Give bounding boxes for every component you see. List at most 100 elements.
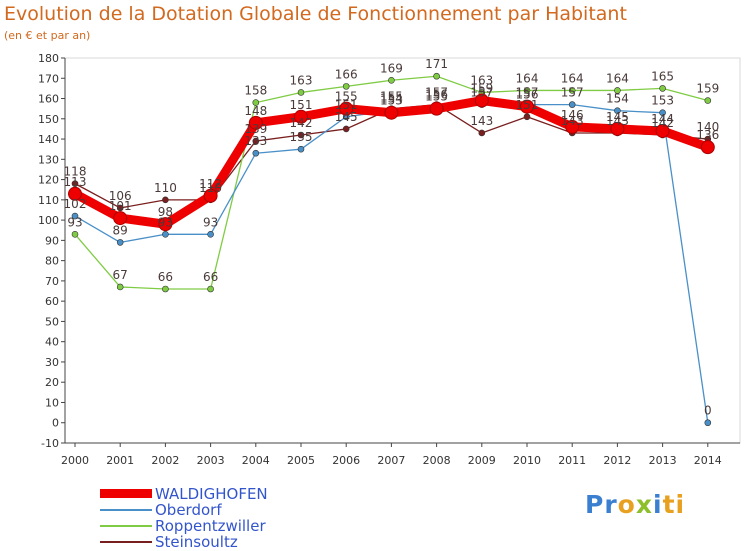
data-label: 93 — [67, 215, 82, 229]
legend: WALDIGHOFEN Oberdorf Roppentzwiller Stei… — [100, 485, 360, 551]
data-label: 156 — [425, 88, 448, 102]
y-tick-label: 130 — [38, 153, 59, 166]
y-tick-label: 110 — [38, 194, 59, 207]
data-label: 98 — [158, 205, 173, 219]
data-label: 151 — [516, 98, 539, 112]
x-tick-label: 2005 — [287, 454, 315, 467]
data-point — [478, 129, 486, 137]
legend-swatch — [100, 525, 152, 527]
data-point — [342, 83, 350, 90]
data-label: 139 — [244, 122, 267, 136]
data-label: 154 — [606, 92, 629, 106]
data-point — [71, 230, 79, 238]
data-point — [523, 113, 531, 121]
data-point — [610, 121, 625, 136]
data-label: 112 — [199, 177, 222, 191]
legend-item-steinsoultz[interactable]: Steinsoultz — [100, 533, 360, 551]
y-tick-label: 30 — [45, 356, 59, 369]
data-point — [339, 101, 354, 116]
data-label: 151 — [335, 98, 358, 112]
legend-label: Oberdorf — [155, 501, 222, 519]
data-point — [342, 125, 350, 133]
data-point — [429, 101, 444, 116]
data-label: 164 — [516, 71, 539, 85]
data-label: 145 — [335, 110, 358, 124]
data-point — [294, 109, 308, 124]
x-tick-label: 2012 — [603, 454, 631, 467]
data-label: 0 — [704, 404, 712, 418]
data-point — [659, 109, 666, 117]
legend-item-waldighofen[interactable]: WALDIGHOFEN — [100, 485, 360, 503]
x-tick-label: 2006 — [332, 454, 360, 467]
data-point — [297, 131, 305, 139]
data-point — [71, 212, 79, 220]
series-line-oberdorf — [74, 103, 709, 423]
data-label: 143 — [561, 114, 584, 128]
data-label: 169 — [380, 61, 403, 75]
y-tick-label: 50 — [45, 315, 59, 328]
data-label: 165 — [651, 69, 674, 83]
y-tick-label: 0 — [52, 417, 59, 430]
data-label: 164 — [561, 71, 584, 85]
data-label: 153 — [380, 94, 403, 108]
y-tick-label: 170 — [38, 72, 59, 85]
x-tick-label: 2011 — [558, 454, 586, 467]
x-tick-label: 2014 — [694, 454, 722, 467]
data-point — [158, 217, 173, 232]
data-point — [113, 211, 128, 226]
data-label: 159 — [696, 82, 719, 96]
data-label: 155 — [380, 90, 403, 104]
data-label: 89 — [113, 223, 128, 237]
y-tick-label: 70 — [45, 275, 59, 288]
legend-swatch — [100, 489, 152, 498]
data-label: 148 — [244, 104, 267, 118]
x-tick-label: 2003 — [197, 454, 225, 467]
data-label: 66 — [203, 270, 218, 284]
data-point — [388, 76, 395, 84]
y-tick-label: 20 — [45, 376, 59, 389]
data-label: 93 — [158, 215, 173, 229]
data-label: 166 — [335, 67, 358, 81]
data-label: 140 — [696, 120, 719, 134]
data-point — [614, 87, 621, 94]
data-point — [433, 72, 440, 80]
data-label: 136 — [696, 128, 719, 142]
chart-title: Evolution de la Dotation Globale de Fonc… — [4, 3, 627, 25]
data-point — [162, 285, 169, 293]
y-tick-label: 120 — [38, 174, 59, 187]
x-tick-label: 2002 — [151, 454, 179, 467]
data-label: 142 — [290, 116, 313, 130]
x-tick-label: 2007 — [377, 454, 405, 467]
legend-item-oberdorf[interactable]: Oberdorf — [100, 501, 360, 519]
x-tick-label: 2010 — [513, 454, 541, 467]
data-label: 159 — [470, 82, 493, 96]
data-point — [523, 87, 531, 94]
y-tick-label: 160 — [38, 93, 59, 106]
data-label: 67 — [113, 268, 128, 282]
data-point — [116, 239, 124, 246]
data-point — [700, 140, 715, 155]
data-point — [248, 115, 263, 130]
data-label: 171 — [425, 57, 448, 71]
data-point — [565, 119, 580, 134]
data-point — [384, 105, 399, 120]
legend-label: Steinsoultz — [155, 533, 238, 551]
x-tick-label: 2001 — [106, 454, 134, 467]
data-label: 156 — [516, 88, 539, 102]
legend-item-roppentzwiller[interactable]: Roppentzwiller — [100, 517, 360, 535]
data-point — [704, 97, 712, 104]
data-point — [207, 230, 214, 238]
data-point — [568, 101, 576, 108]
data-point — [297, 145, 305, 153]
data-label: 154 — [380, 92, 403, 106]
data-point — [252, 149, 260, 157]
data-label: 101 — [109, 199, 132, 213]
x-tick-label: 2013 — [649, 454, 677, 467]
data-label: 133 — [244, 134, 267, 148]
data-label: 102 — [64, 197, 87, 211]
data-label: 118 — [64, 165, 87, 179]
data-point — [68, 186, 82, 201]
data-label: 163 — [470, 73, 493, 87]
legend-swatch — [100, 541, 152, 543]
